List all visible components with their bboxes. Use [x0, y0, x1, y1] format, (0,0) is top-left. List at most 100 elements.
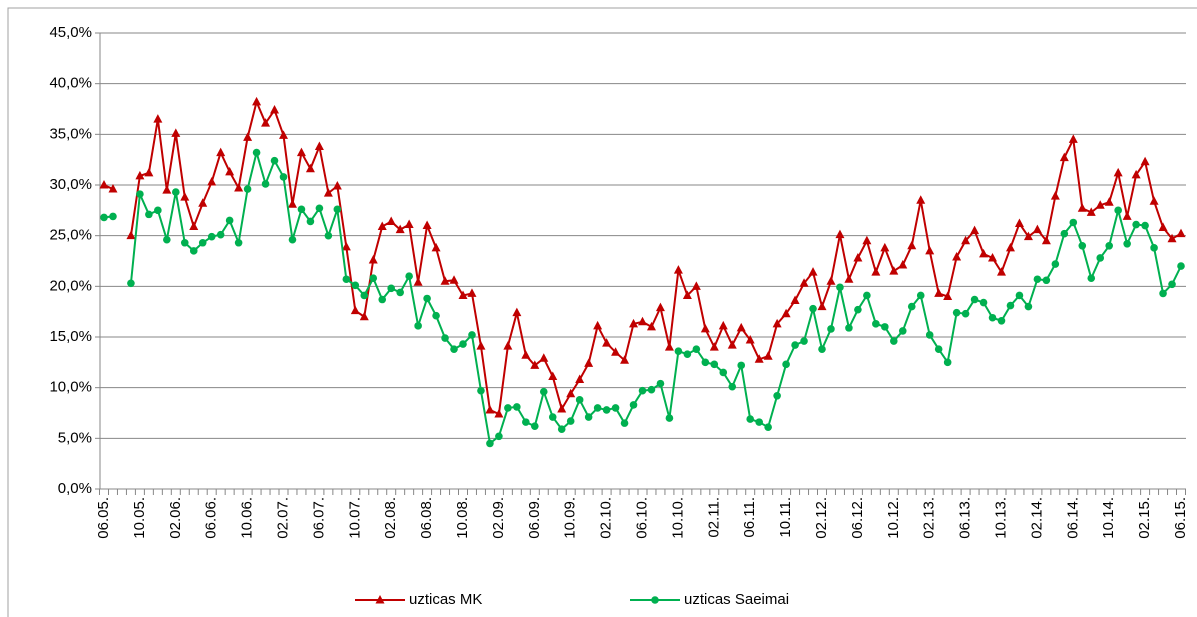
- marker: [674, 347, 683, 355]
- marker: [252, 96, 262, 106]
- marker: [440, 276, 450, 285]
- marker: [755, 418, 763, 426]
- marker: [341, 241, 351, 251]
- marker: [368, 254, 378, 264]
- marker: [495, 432, 503, 441]
- marker: [1006, 301, 1015, 310]
- marker: [700, 323, 710, 333]
- marker: [854, 305, 862, 314]
- marker: [943, 358, 952, 367]
- marker: [611, 347, 621, 356]
- marker: [189, 221, 199, 231]
- marker: [1176, 228, 1186, 238]
- marker: [459, 340, 467, 348]
- marker: [872, 320, 880, 328]
- marker: [727, 340, 737, 349]
- marker: [1086, 207, 1096, 216]
- marker: [808, 267, 818, 276]
- marker: [907, 240, 917, 250]
- marker: [531, 422, 539, 430]
- marker: [512, 307, 522, 317]
- marker: [1014, 218, 1024, 228]
- marker: [369, 274, 378, 283]
- marker: [162, 185, 172, 194]
- marker: [100, 213, 108, 222]
- marker: [970, 225, 980, 235]
- marker: [880, 242, 890, 252]
- marker: [1077, 203, 1087, 212]
- marker: [656, 379, 665, 388]
- marker: [441, 334, 449, 342]
- marker: [952, 251, 962, 261]
- marker: [225, 166, 235, 176]
- marker: [1149, 196, 1159, 205]
- marker: [351, 281, 360, 290]
- marker: [431, 242, 441, 252]
- marker: [701, 358, 710, 367]
- marker: [584, 413, 593, 421]
- marker: [323, 188, 333, 197]
- series-line: [103, 98, 1182, 416]
- marker: [1105, 242, 1113, 250]
- marker: [198, 198, 208, 207]
- marker: [1078, 242, 1087, 250]
- marker: [216, 147, 226, 157]
- marker: [871, 267, 881, 276]
- marker: [350, 305, 360, 315]
- marker: [99, 180, 109, 189]
- marker: [485, 404, 495, 414]
- marker: [1042, 276, 1051, 285]
- marker: [314, 141, 324, 150]
- marker: [1050, 191, 1060, 200]
- marker: [817, 301, 827, 311]
- marker: [754, 354, 764, 363]
- marker: [449, 275, 459, 284]
- marker: [332, 181, 342, 190]
- marker: [171, 128, 181, 137]
- marker: [413, 277, 423, 286]
- legend-marker: [375, 595, 385, 604]
- x-tick-label: 02.07.: [274, 497, 291, 539]
- marker: [503, 341, 513, 350]
- marker: [763, 351, 773, 360]
- marker: [252, 148, 261, 157]
- marker: [405, 272, 413, 281]
- marker: [1033, 275, 1042, 284]
- marker: [1032, 224, 1042, 234]
- marker: [781, 308, 791, 318]
- marker: [836, 283, 844, 292]
- x-tick-label: 06.08.: [418, 497, 435, 539]
- marker: [1132, 220, 1140, 229]
- marker: [422, 220, 432, 230]
- marker: [1059, 152, 1069, 162]
- marker: [827, 325, 835, 333]
- marker: [593, 320, 603, 330]
- marker: [934, 345, 943, 353]
- marker: [566, 388, 576, 398]
- marker: [737, 361, 746, 370]
- marker: [862, 235, 872, 245]
- marker: [863, 291, 871, 300]
- marker: [261, 118, 271, 127]
- marker: [1051, 260, 1060, 268]
- marker: [1167, 233, 1177, 243]
- marker: [522, 418, 530, 426]
- marker: [773, 391, 781, 400]
- marker: [1095, 200, 1105, 209]
- marker: [494, 409, 504, 418]
- marker: [566, 417, 575, 425]
- marker: [745, 335, 755, 344]
- x-tick-label: 02.08.: [382, 497, 399, 539]
- marker: [682, 290, 692, 299]
- marker: [180, 238, 189, 247]
- marker: [782, 360, 790, 369]
- marker: [692, 345, 701, 353]
- marker: [207, 232, 216, 241]
- x-tick-label: 06.14.: [1064, 497, 1081, 539]
- marker: [342, 275, 351, 284]
- marker: [629, 401, 638, 409]
- x-tick-label: 06.11.: [741, 497, 758, 538]
- marker: [521, 350, 531, 359]
